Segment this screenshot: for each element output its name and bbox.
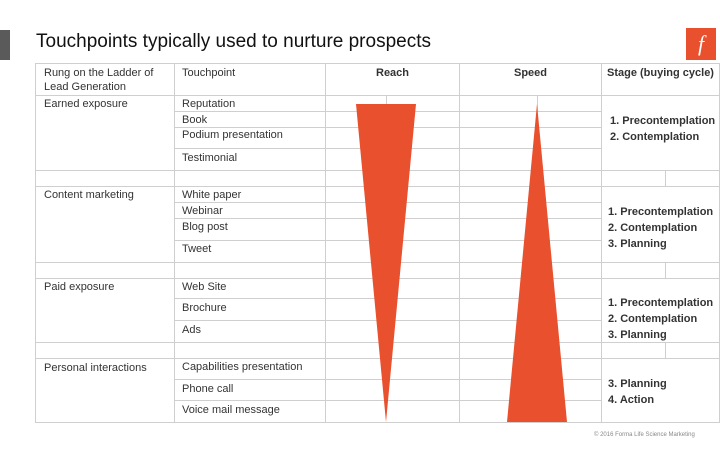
speed-triangle: [507, 104, 567, 422]
stage-item: 4. Action: [608, 394, 655, 406]
header-touchpoint: Touchpoint: [182, 67, 236, 79]
touchpoint-item: Ads: [182, 324, 201, 336]
rung-label: Earned exposure: [44, 98, 128, 110]
header-rung-line1: Rung on the Ladder of: [44, 67, 154, 79]
stage-item: 1. Precontemplation: [608, 297, 714, 309]
title-accent-bar: [0, 30, 10, 60]
forma-logo: f: [686, 28, 716, 60]
header-stage: Stage (buying cycle): [607, 67, 714, 79]
header-speed: Speed: [514, 67, 548, 79]
touchpoint-item: Reputation: [182, 98, 236, 110]
header-reach: Reach: [376, 67, 410, 79]
stage-item: 2. Contemplation: [608, 222, 698, 234]
rung-label: Content marketing: [44, 189, 134, 201]
stage-item: 3. Planning: [608, 329, 667, 341]
touchpoint-item: Phone call: [182, 383, 234, 395]
reach-triangle: [356, 104, 416, 422]
copyright-footer: © 2016 Forma Life Science Marketing: [594, 432, 695, 438]
touchpoint-item: Testimonial: [182, 152, 238, 164]
page-title: Touchpoints typically used to nurture pr…: [36, 31, 431, 52]
touchpoint-item: Webinar: [182, 205, 223, 217]
stage-item: 3. Planning: [608, 378, 667, 390]
touchpoint-item: White paper: [182, 189, 242, 201]
touchpoint-item: Blog post: [182, 221, 228, 233]
stage-item: 1. Precontemplation: [610, 115, 716, 127]
rung-label: Personal interactions: [44, 362, 147, 374]
header-rung-line2: Lead Generation: [44, 81, 126, 93]
stage-item: 2. Contemplation: [610, 131, 700, 143]
stage-item: 3. Planning: [608, 238, 667, 250]
touchpoint-item: Tweet: [182, 243, 212, 255]
touchpoint-item: Podium presentation: [182, 129, 283, 141]
touchpoint-item: Voice mail message: [182, 404, 280, 416]
touchpoint-item: Brochure: [182, 302, 227, 314]
stage-item: 1. Precontemplation: [608, 206, 714, 218]
touchpoint-item: Book: [182, 114, 208, 126]
touchpoint-item: Web Site: [182, 281, 227, 293]
stage-item: 2. Contemplation: [608, 313, 698, 325]
touchpoint-item: Capabilities presentation: [182, 361, 303, 373]
rung-label: Paid exposure: [44, 281, 115, 293]
